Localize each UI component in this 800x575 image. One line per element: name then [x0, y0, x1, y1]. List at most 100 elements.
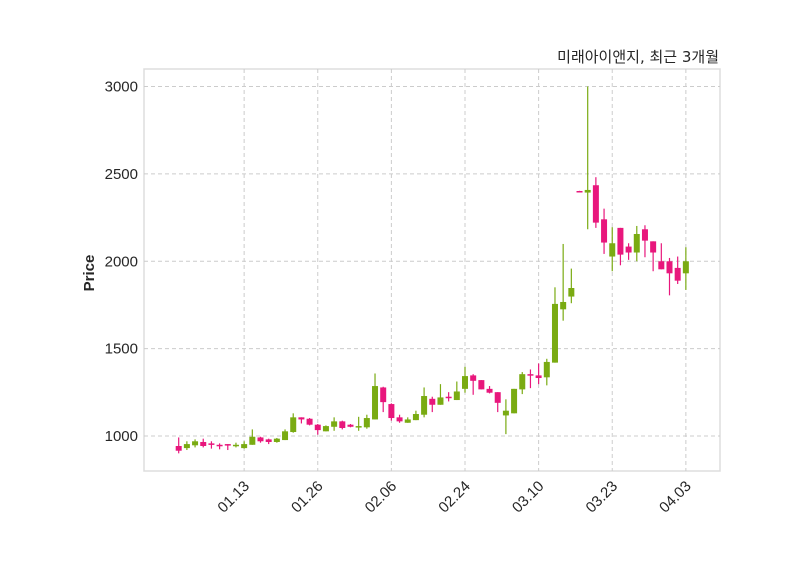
candle-down: [601, 208, 608, 254]
candle-up: [633, 225, 640, 262]
candle-body: [576, 190, 583, 193]
candle-down: [527, 369, 534, 389]
candle-down: [380, 386, 387, 413]
candle-up: [519, 372, 526, 395]
candle-down: [445, 392, 452, 402]
candle-body: [412, 414, 419, 421]
candle-down: [494, 392, 501, 413]
candle-down: [650, 241, 657, 272]
x-axis-ticks: 01.13 01.26 02.06 02.24 03.10 03.23 04.03: [214, 478, 694, 517]
candle-body: [208, 443, 215, 445]
candle-down: [175, 437, 182, 454]
candle-body: [658, 261, 665, 270]
candle-body: [396, 417, 403, 422]
candle-body: [404, 419, 411, 423]
candle-up: [232, 442, 239, 448]
candle-up: [412, 410, 419, 421]
chart-title: 미래아이앤지, 최근 3개월: [557, 48, 719, 66]
x-tick-label: 02.24: [435, 478, 474, 517]
candle-body: [543, 361, 550, 378]
candle-down: [347, 423, 354, 428]
grid: [144, 69, 720, 471]
candle-body: [641, 229, 648, 241]
candle-up: [462, 366, 468, 393]
candle-up: [363, 414, 370, 429]
candle-down: [658, 243, 665, 270]
candle-up: [682, 247, 689, 290]
candle-body: [674, 267, 681, 281]
candle-up: [273, 437, 280, 443]
x-tick-label: 01.26: [288, 478, 327, 517]
candle-body: [380, 387, 387, 403]
candle-down: [625, 243, 632, 260]
y-tick-label: 2500: [105, 166, 138, 183]
candle-down: [200, 438, 207, 448]
candle-up: [609, 227, 616, 272]
candle-up: [290, 413, 297, 433]
candle-body: [478, 380, 485, 390]
candles: [175, 86, 689, 454]
candle-up: [355, 416, 362, 431]
candle-down: [314, 423, 321, 435]
candle-body: [363, 418, 370, 428]
y-axis-label: Price: [81, 255, 98, 292]
candle-body: [306, 418, 313, 425]
candle-body: [298, 417, 305, 420]
candle-body: [216, 444, 223, 447]
x-tick-label: 03.23: [582, 478, 621, 517]
candle-down: [470, 374, 477, 395]
candle-body: [290, 417, 297, 433]
candle-body: [183, 444, 190, 449]
y-axis-ticks: 1000 1500 2000 2500 3000: [105, 78, 138, 445]
candle-body: [453, 391, 460, 401]
candle-up: [192, 439, 199, 448]
candle-down: [208, 441, 215, 449]
candle-up: [421, 387, 428, 418]
candle-down: [535, 363, 542, 385]
candle-body: [314, 424, 321, 431]
candle-body: [273, 438, 280, 442]
candle-body: [470, 375, 477, 381]
candle-up: [584, 86, 591, 230]
candle-down: [592, 177, 599, 228]
candle-body: [421, 396, 428, 415]
candle-body: [462, 376, 468, 389]
candle-up: [372, 373, 379, 420]
candle-body: [241, 444, 248, 449]
candle-body: [609, 243, 616, 257]
candle-up: [568, 268, 575, 304]
candle-body: [175, 446, 182, 451]
candle-body: [527, 374, 534, 376]
candle-body: [617, 227, 624, 255]
candle-body: [249, 436, 256, 445]
candle-body: [322, 426, 329, 432]
candle-down: [617, 227, 624, 266]
candle-body: [265, 439, 272, 442]
candle-body: [331, 421, 338, 427]
candle-down: [478, 380, 485, 390]
candle-body: [282, 431, 289, 441]
candle-up: [437, 384, 444, 405]
candle-up: [183, 441, 190, 451]
candle-body: [519, 374, 526, 390]
candle-body: [257, 437, 264, 442]
candle-down: [388, 403, 395, 421]
candle-down: [216, 443, 223, 450]
candle-body: [568, 288, 575, 297]
y-tick-label: 2000: [105, 253, 138, 270]
candle-down: [224, 444, 231, 451]
candle-body: [192, 441, 199, 446]
candle-body: [584, 189, 591, 193]
candle-body: [339, 421, 346, 429]
x-tick-label: 01.13: [214, 478, 253, 517]
candle-body: [511, 388, 518, 414]
candle-body: [355, 426, 362, 428]
candle-down: [339, 420, 346, 430]
candle-body: [592, 185, 599, 223]
candle-up: [282, 429, 289, 441]
candle-up: [543, 358, 550, 386]
candle-up: [551, 287, 558, 363]
candle-body: [625, 246, 632, 253]
candle-down: [641, 225, 648, 258]
